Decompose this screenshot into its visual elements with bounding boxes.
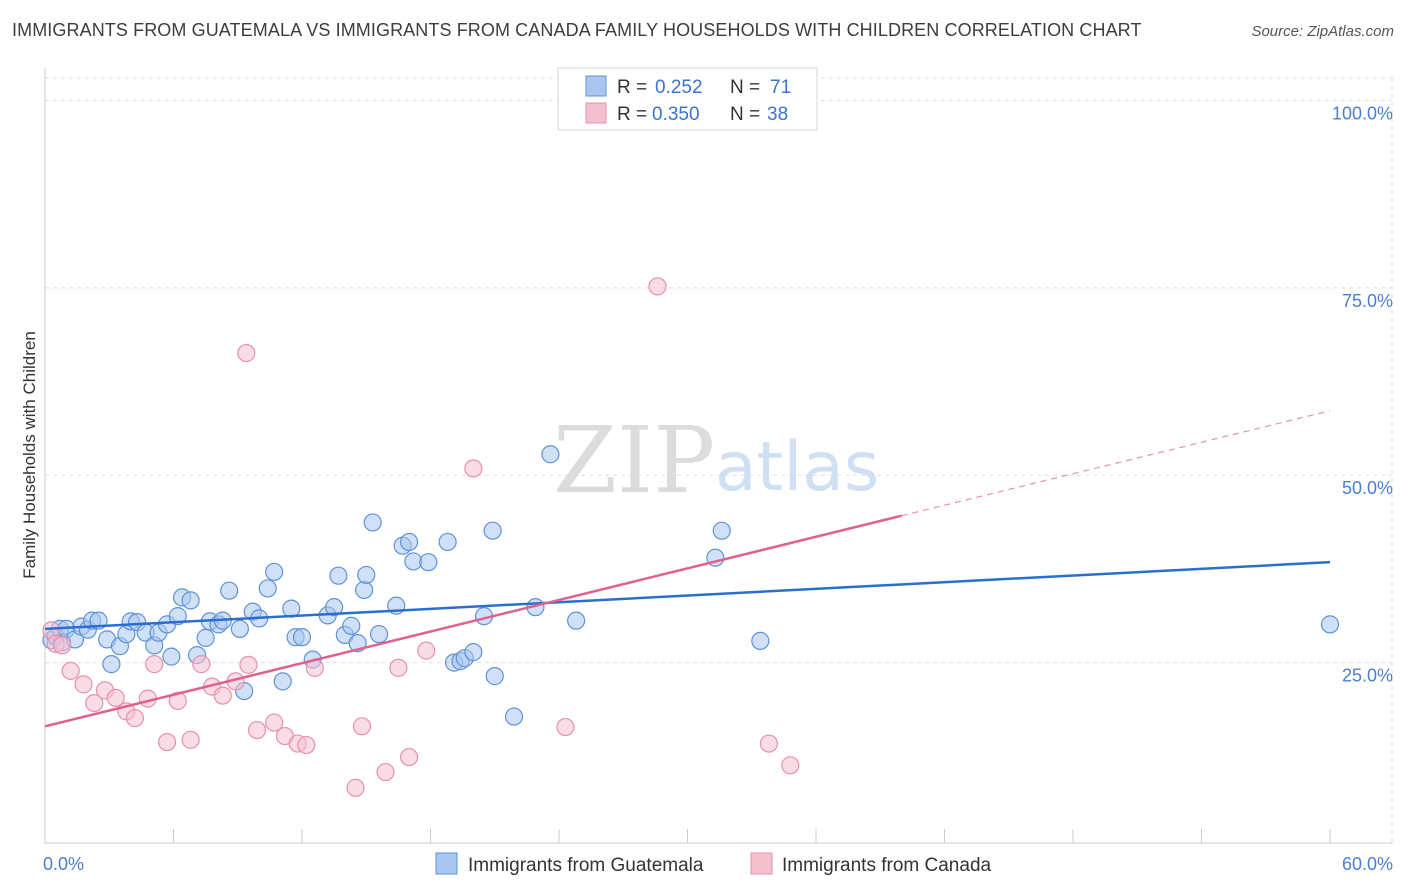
point-canada [781, 756, 800, 775]
y-tick-label: 50.0% [1342, 478, 1393, 498]
legend-swatch-canada [585, 102, 607, 124]
stats-legend: R = 0.252 N = 71 R = 0.350 N = 38 [557, 67, 818, 131]
legend-r-value: 0.252 [655, 77, 703, 98]
point-guatemala [438, 532, 457, 552]
point-canada [61, 661, 80, 680]
point-guatemala [363, 513, 382, 532]
point-guatemala [162, 647, 181, 666]
point-canada [213, 686, 232, 705]
trend-lines [44, 410, 1331, 728]
point-guatemala [220, 581, 239, 600]
legend-n-label: N = [730, 77, 760, 98]
point-canada [297, 735, 316, 755]
point-canada [376, 762, 395, 782]
point-guatemala [273, 672, 292, 691]
point-canada [417, 641, 436, 660]
x-tick-label: 60.0% [1342, 854, 1393, 874]
point-guatemala [329, 566, 348, 585]
legend-n-label: N = [730, 104, 760, 125]
point-guatemala [751, 631, 770, 650]
legend-label-guatemala: Immigrants from Guatemala [468, 855, 704, 876]
x-tick-label: 0.0% [43, 854, 84, 874]
legend-r-label: R = [617, 77, 647, 98]
trend-line-guatemala [44, 560, 1331, 631]
point-guatemala [230, 619, 249, 638]
point-guatemala [464, 643, 483, 662]
point-canada [157, 732, 177, 752]
point-guatemala [483, 521, 502, 540]
watermark: ZIP atlas [553, 407, 879, 514]
point-canada [346, 778, 365, 797]
legend-swatch-canada [750, 852, 773, 875]
point-canada [237, 343, 256, 363]
point-canada [247, 720, 267, 740]
point-canada [106, 688, 125, 707]
point-guatemala [357, 565, 376, 585]
y-tick-labels: 25.0% 50.0% 75.0% 100.0% [1332, 103, 1393, 685]
point-guatemala [567, 611, 586, 630]
point-canada [265, 713, 284, 732]
point-canada [464, 459, 483, 478]
chart-title: IMMIGRANTS FROM GUATEMALA VS IMMIGRANTS … [12, 20, 1142, 40]
trend-line-canada [44, 514, 902, 728]
legend-label-canada: Immigrants from Canada [782, 855, 992, 876]
x-tick-labels: 0.0% 60.0% [43, 854, 1393, 874]
point-canada [145, 655, 164, 674]
point-guatemala [102, 655, 121, 674]
point-guatemala [196, 628, 215, 647]
point-canada [168, 691, 187, 710]
point-guatemala [168, 607, 187, 626]
point-guatemala [419, 553, 438, 572]
legend-n-value: 38 [767, 104, 788, 125]
point-guatemala [370, 625, 389, 644]
watermark-zip: ZIP [553, 407, 715, 514]
point-guatemala [265, 562, 284, 582]
point-canada [85, 693, 104, 713]
point-canada [352, 717, 372, 736]
y-tick-label: 75.0% [1342, 291, 1393, 311]
point-guatemala [181, 591, 200, 610]
y-tick-label: 100.0% [1332, 103, 1393, 123]
point-canada [399, 747, 419, 767]
point-canada [389, 658, 408, 677]
point-guatemala [541, 445, 560, 464]
legend-n-value: 71 [770, 77, 791, 98]
y-tick-label: 25.0% [1342, 666, 1393, 686]
trend-line-canada-extension [901, 410, 1331, 517]
point-guatemala [712, 521, 731, 540]
point-canada [239, 655, 258, 674]
point-guatemala [355, 580, 374, 600]
point-guatemala [342, 616, 361, 635]
point-canada [125, 708, 145, 728]
series-legend: Immigrants from Guatemala Immigrants fro… [435, 852, 992, 876]
point-canada [74, 675, 93, 694]
point-canada [556, 717, 575, 737]
point-guatemala [504, 707, 524, 726]
point-guatemala [292, 628, 312, 647]
legend-r-value: 0.350 [652, 104, 700, 125]
point-guatemala [258, 579, 277, 598]
legend-swatch-guatemala [435, 852, 458, 875]
point-canada [759, 734, 778, 753]
axes [44, 68, 1392, 844]
source-credit: Source: ZipAtlas.com [1251, 23, 1394, 40]
point-canada [192, 655, 211, 674]
point-canada [648, 277, 667, 296]
point-guatemala [1320, 615, 1340, 634]
legend-swatch-guatemala [585, 75, 607, 97]
point-canada [53, 636, 72, 655]
point-canada [181, 730, 200, 749]
watermark-atlas: atlas [715, 428, 879, 507]
legend-r-label: R = [617, 104, 647, 125]
point-guatemala [325, 598, 344, 617]
y-axis-label: Family Households with Children [20, 331, 39, 579]
point-guatemala [485, 667, 504, 686]
point-guatemala [399, 532, 419, 552]
